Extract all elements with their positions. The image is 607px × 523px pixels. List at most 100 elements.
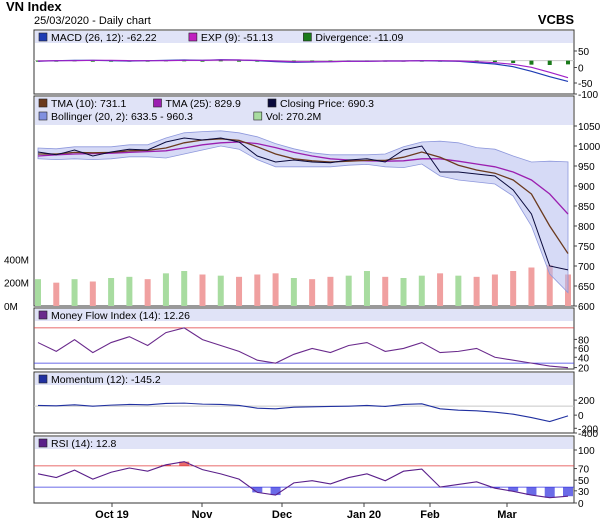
volume-bar (473, 276, 480, 306)
volume-bar (181, 271, 188, 306)
volume-tick-label: 400M (4, 255, 29, 266)
x-axis: Oct 19 Nov Dec Jan 20 Feb Mar (95, 503, 517, 521)
y-tick-label: 0 (578, 64, 584, 75)
volume-bar (217, 275, 224, 306)
legend-swatch (38, 32, 48, 42)
overbought-fill (179, 461, 190, 466)
y-tick-label: 0 (578, 411, 584, 422)
volume-bar (162, 273, 169, 306)
volume-bar (382, 276, 389, 306)
volume-bar (491, 274, 498, 306)
volume-bar (254, 274, 261, 306)
legend-swatch (38, 98, 48, 108)
oversold-fill (544, 487, 555, 498)
volume-bar (144, 279, 151, 306)
oversold-fill (526, 487, 537, 496)
brand-label: VCBS (538, 12, 574, 27)
divergence-bar (529, 60, 534, 65)
volume-bar (290, 278, 297, 306)
legend-swatch (38, 438, 48, 448)
close-line (37, 137, 569, 271)
y-tick-label: 900 (578, 182, 595, 193)
legend-swatch (253, 111, 263, 121)
y-tick-label: 700 (578, 262, 595, 273)
panel-macd: MACD (26, 12): -62.22 EXP (9): -51.13 Dive… (33, 29, 598, 101)
volume-bar (345, 275, 352, 306)
legend-label: Vol: 270.2M (266, 111, 321, 123)
volume-bar (455, 275, 462, 306)
y-tick-label: 40 (578, 353, 590, 364)
volume-tick-label: 200M (4, 279, 29, 290)
y-tick-label: 100 (578, 446, 595, 457)
indicator-line (37, 402, 569, 423)
legend-label: Divergence: -11.09 (315, 32, 403, 44)
x-tick-label: Nov (192, 509, 214, 521)
indicator-panels: MACD (26, 12): -62.22 EXP (9): -51.13 Dive… (4, 29, 601, 510)
volume-bar (236, 276, 243, 306)
exp-line (37, 59, 569, 79)
x-tick-label: Mar (497, 509, 517, 521)
volume-bar (528, 267, 535, 306)
y-tick-label: 20 (578, 364, 590, 375)
indicator-line (37, 327, 569, 369)
divergence-bar (237, 60, 242, 62)
y-tick-label: 200 (578, 396, 595, 407)
volume-bar (53, 282, 60, 306)
divergence-bar (90, 60, 95, 62)
volume-bar (437, 273, 444, 306)
legend-swatch (153, 98, 162, 108)
y-tick-label: 60 (578, 344, 590, 355)
y-tick-label: 650 (578, 282, 595, 293)
legend-label: TMA (25): 829.9 (166, 98, 241, 110)
legend-band (35, 97, 573, 125)
legend-label: EXP (9): -51.13 (201, 32, 273, 44)
legend-label: Bollinger (20, 2): 633.5 - 960.3 (51, 111, 193, 123)
y-tick-label: 750 (578, 242, 595, 253)
volume-bar (363, 271, 370, 306)
oversold-fill (563, 487, 573, 497)
legend-swatch (38, 310, 48, 320)
panel-price: TMA (10): 731.1 TMA (25): 829.9 Closing Pr… (4, 95, 601, 313)
divergence-bar (218, 60, 223, 62)
legend-swatch (303, 32, 312, 42)
y-tick-label: 800 (578, 222, 595, 233)
panel-frame (33, 95, 575, 307)
indicator-line (37, 461, 569, 499)
y-tick-label: 30 (578, 487, 590, 498)
y-tick-label: 0 (578, 499, 584, 510)
legend-swatch (38, 374, 48, 384)
x-tick-label: Feb (420, 509, 440, 521)
volume-bar (108, 278, 115, 306)
bollinger-band (37, 130, 569, 294)
y-tick-label: -400 (578, 429, 598, 440)
y-tick-label: -50 (578, 79, 593, 90)
divergence-bar (200, 60, 205, 62)
legend-swatch (267, 98, 277, 108)
tma25-line (37, 141, 569, 215)
volume-bar (89, 281, 96, 306)
legend-label: MACD (26, 12): -62.22 (51, 32, 157, 44)
volume-bar (71, 279, 78, 306)
y-tick-label: 1000 (578, 142, 601, 153)
y-tick-label: 950 (578, 162, 595, 173)
legend-label: Closing Price: 690.3 (280, 98, 374, 110)
x-tick-label: Dec (272, 509, 292, 521)
oversold-fill (508, 487, 519, 492)
y-tick-label: 600 (578, 302, 595, 313)
legend-band (35, 373, 573, 385)
volume-bar (327, 276, 334, 306)
divergence-bar (547, 60, 552, 65)
legend-swatch (188, 32, 198, 42)
y-tick-label: 850 (578, 202, 595, 213)
legend-label: RSI (14): 12.8 (51, 438, 117, 450)
y-tick-label: 50 (578, 47, 590, 58)
x-tick-label: Jan 20 (347, 509, 381, 521)
divergence-bar (566, 60, 570, 65)
y-tick-label: 80 (578, 335, 590, 346)
divergence-bar (492, 60, 497, 62)
legend-label: Momentum (12): -145.2 (51, 374, 161, 386)
volume-bar (309, 279, 316, 306)
